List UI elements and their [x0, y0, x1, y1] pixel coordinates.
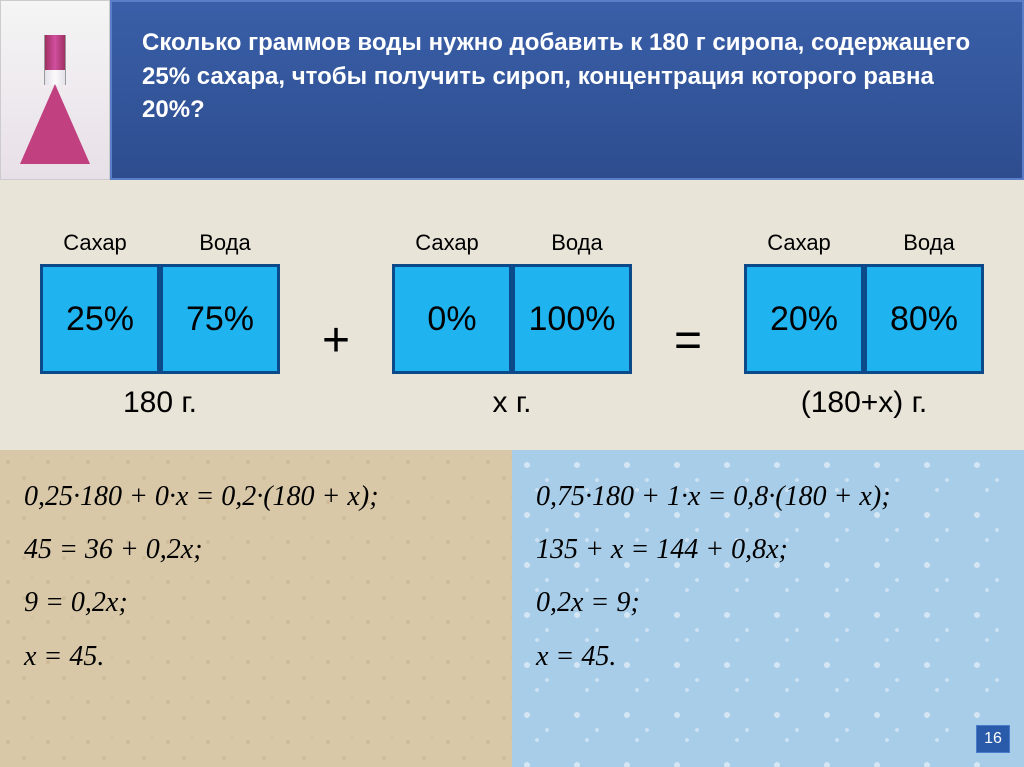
water-pct-box: 75% [160, 264, 280, 374]
sugar-label: Сахар [744, 230, 854, 256]
problem-header: Сколько граммов воды нужно добавить к 18… [110, 0, 1024, 180]
mixture-group-2: Сахар Вода 0% 100% х г. [392, 230, 632, 420]
sugar-pct-box: 20% [744, 264, 864, 374]
flask-shape [20, 20, 90, 160]
equation-line: x = 45. [24, 630, 488, 683]
mixing-diagram: Сахар Вода 25% 75% 180 г. + Сахар Вода 0… [40, 230, 984, 420]
sugar-label: Сахар [40, 230, 150, 256]
mixture-group-1: Сахар Вода 25% 75% 180 г. [40, 230, 280, 420]
mass-label: х г. [493, 386, 532, 420]
equations-right-panel: 0,75·180 + 1·x = 0,8·(180 + x); 135 + x … [512, 450, 1024, 767]
equation-line: 0,25·180 + 0·x = 0,2·(180 + x); [24, 470, 488, 523]
flask-image [0, 0, 110, 180]
mass-label: 180 г. [123, 386, 197, 420]
equation-line: x = 45. [536, 630, 1000, 683]
water-pct-box: 80% [864, 264, 984, 374]
mixture-group-3: Сахар Вода 20% 80% (180+х) г. [744, 230, 984, 420]
sugar-pct-box: 0% [392, 264, 512, 374]
equations-left-panel: 0,25·180 + 0·x = 0,2·(180 + x); 45 = 36 … [0, 450, 512, 767]
plus-operator: + [318, 313, 354, 368]
sugar-pct-box: 25% [40, 264, 160, 374]
page-number-badge[interactable]: 16 [976, 725, 1010, 753]
water-label: Вода [874, 230, 984, 256]
water-label: Вода [170, 230, 280, 256]
water-pct-box: 100% [512, 264, 632, 374]
problem-text: Сколько граммов воды нужно добавить к 18… [142, 26, 992, 127]
equation-line: 45 = 36 + 0,2x; [24, 523, 488, 576]
mass-label: (180+х) г. [801, 386, 928, 420]
equation-line: 9 = 0,2x; [24, 576, 488, 629]
water-label: Вода [522, 230, 632, 256]
equations-row: 0,25·180 + 0·x = 0,2·(180 + x); 45 = 36 … [0, 450, 1024, 767]
equation-line: 135 + x = 144 + 0,8x; [536, 523, 1000, 576]
sugar-label: Сахар [392, 230, 502, 256]
equation-line: 0,2x = 9; [536, 576, 1000, 629]
equation-line: 0,75·180 + 1·x = 0,8·(180 + x); [536, 470, 1000, 523]
equals-operator: = [670, 313, 706, 368]
